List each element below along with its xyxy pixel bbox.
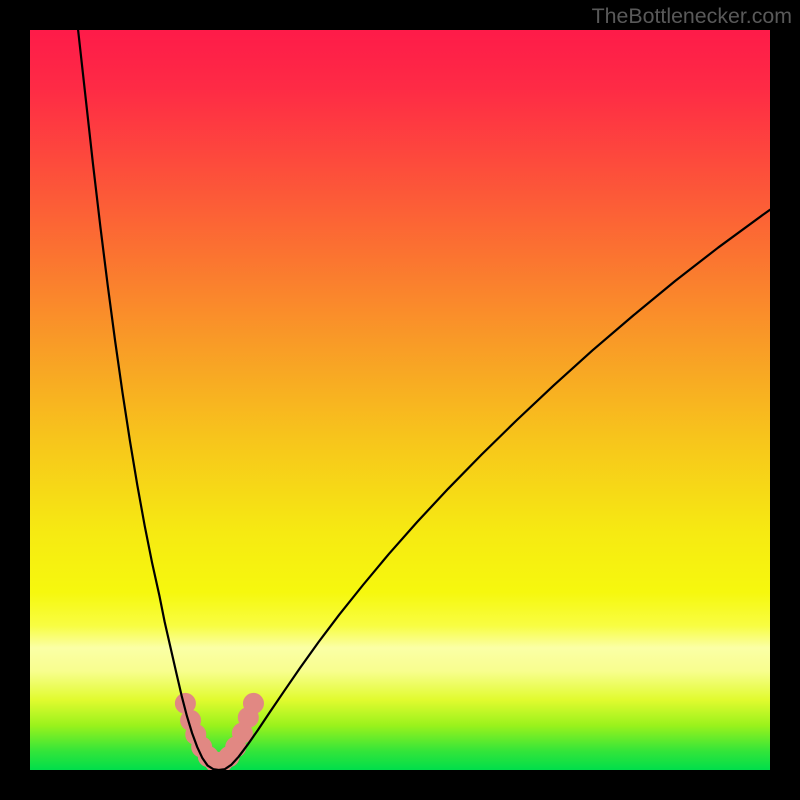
plot-background	[30, 30, 770, 770]
chart-canvas	[0, 0, 800, 800]
bottleneck-chart: TheBottlenecker.com	[0, 0, 800, 800]
data-marker	[243, 693, 263, 713]
